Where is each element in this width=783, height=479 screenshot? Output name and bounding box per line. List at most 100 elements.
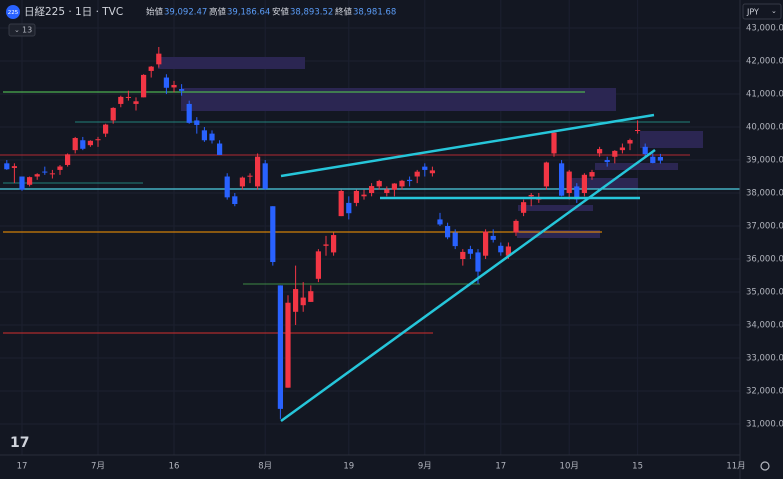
- candle-body: [11, 166, 17, 168]
- symbol-title[interactable]: 日経225 · 1日 · TVC: [24, 5, 123, 18]
- candle-body: [110, 107, 116, 121]
- currency: JPY: [746, 8, 759, 17]
- y-tick-label: 31,000.00: [746, 419, 783, 429]
- y-tick-label: 34,000.00: [746, 321, 783, 331]
- candle-body: [361, 194, 367, 197]
- candle-body: [399, 180, 405, 187]
- candle-body: [521, 202, 527, 213]
- candle-body: [34, 174, 40, 177]
- y-tick-label: 43,000.00: [746, 24, 783, 34]
- candle-body: [581, 174, 587, 194]
- candle-body: [163, 77, 169, 88]
- candle-body: [186, 103, 192, 123]
- candle-body: [232, 196, 238, 205]
- zone: [518, 205, 593, 211]
- trendlines: [280, 113, 656, 423]
- x-tick-label: 17: [495, 462, 506, 472]
- candle-body: [369, 186, 375, 194]
- candle-body: [148, 66, 154, 71]
- x-tick-label: 10月: [560, 462, 579, 472]
- candle-body: [118, 96, 124, 104]
- candle-body: [300, 297, 306, 306]
- zone: [640, 131, 703, 148]
- candle-body: [4, 163, 10, 170]
- x-tick-label: 15: [632, 462, 643, 472]
- candle-body: [133, 101, 139, 104]
- candle-body: [566, 171, 572, 194]
- candle-body: [414, 171, 420, 177]
- ohlc-label: 高値: [209, 7, 227, 18]
- zone: [517, 230, 600, 238]
- candle-body: [467, 249, 473, 254]
- candle-body: [42, 171, 48, 173]
- candle-body: [72, 138, 78, 151]
- candle-body: [543, 162, 549, 187]
- candle-body: [505, 246, 511, 256]
- candle-body: [407, 179, 413, 182]
- ohlc-legend: 始値 39,092.47 高値 39,186.64 安値 38,893.52 終値 38,98…: [146, 7, 396, 18]
- candle-body: [612, 150, 618, 157]
- candle-body: [80, 140, 86, 149]
- candle-body: [103, 124, 109, 134]
- candle-body: [201, 130, 207, 141]
- candle-body: [315, 251, 321, 279]
- ohlc-value: 39,092.47: [164, 8, 207, 18]
- candle-body: [353, 190, 359, 203]
- y-tick-label: 42,000.00: [746, 57, 783, 67]
- currency-selector[interactable]: [742, 3, 782, 20]
- candle-body: [642, 146, 648, 155]
- candle-body: [597, 149, 603, 154]
- candle-body: [574, 186, 580, 200]
- candle-body: [65, 154, 71, 165]
- zone: [158, 57, 305, 69]
- candle-body: [323, 244, 329, 246]
- y-tick-label: 38,000.00: [746, 189, 783, 199]
- candle-body: [209, 133, 215, 141]
- y-tick-label: 35,000.00: [746, 288, 783, 298]
- candle-body: [49, 173, 55, 175]
- indicator-toggle[interactable]: [8, 23, 36, 37]
- trendline: [280, 148, 656, 423]
- candle-body: [437, 219, 443, 225]
- candle-body: [27, 177, 33, 185]
- candle-body: [171, 84, 177, 88]
- candle-body: [384, 189, 390, 194]
- x-tick-label: 9月: [418, 462, 432, 472]
- candle-body: [445, 226, 451, 238]
- candle-body: [255, 156, 261, 187]
- candle-body: [650, 156, 656, 163]
- candle-body: [452, 232, 458, 247]
- currency-arrow: ⌄: [771, 7, 777, 15]
- candle-body: [498, 245, 504, 253]
- candle-body: [475, 252, 481, 272]
- x-tick-label: 16: [169, 462, 180, 472]
- candle-body: [604, 160, 610, 163]
- candle-body: [224, 176, 230, 198]
- candle-body: [460, 251, 466, 260]
- candle-body: [270, 206, 276, 263]
- candle-body: [551, 132, 557, 154]
- y-tick-label: 37,000.00: [746, 222, 783, 232]
- tv-logo[interactable]: 17: [10, 435, 29, 451]
- candle-body: [87, 140, 93, 146]
- indicator-count: 13: [22, 26, 32, 35]
- zone: [570, 178, 638, 189]
- candle-body: [247, 175, 253, 177]
- settings-icon[interactable]: [760, 461, 770, 471]
- ohlc-label: 安値: [272, 7, 290, 18]
- ohlc-value: 38,981.68: [353, 8, 396, 18]
- candle-body: [95, 139, 101, 141]
- candle-body: [308, 291, 314, 302]
- candle-body: [635, 130, 641, 131]
- indicator-arrow: ⌄: [14, 26, 20, 34]
- candle-body: [346, 202, 352, 214]
- y-tick-label: 40,000.00: [746, 123, 783, 133]
- candle-body: [179, 89, 185, 91]
- candle-body: [513, 220, 519, 233]
- candle-body: [125, 96, 131, 98]
- x-tick-label: 19: [343, 462, 354, 472]
- y-tick-label: 41,000.00: [746, 90, 783, 100]
- candle-body: [376, 181, 382, 187]
- candle-body: [217, 143, 223, 155]
- candle-body: [589, 172, 595, 177]
